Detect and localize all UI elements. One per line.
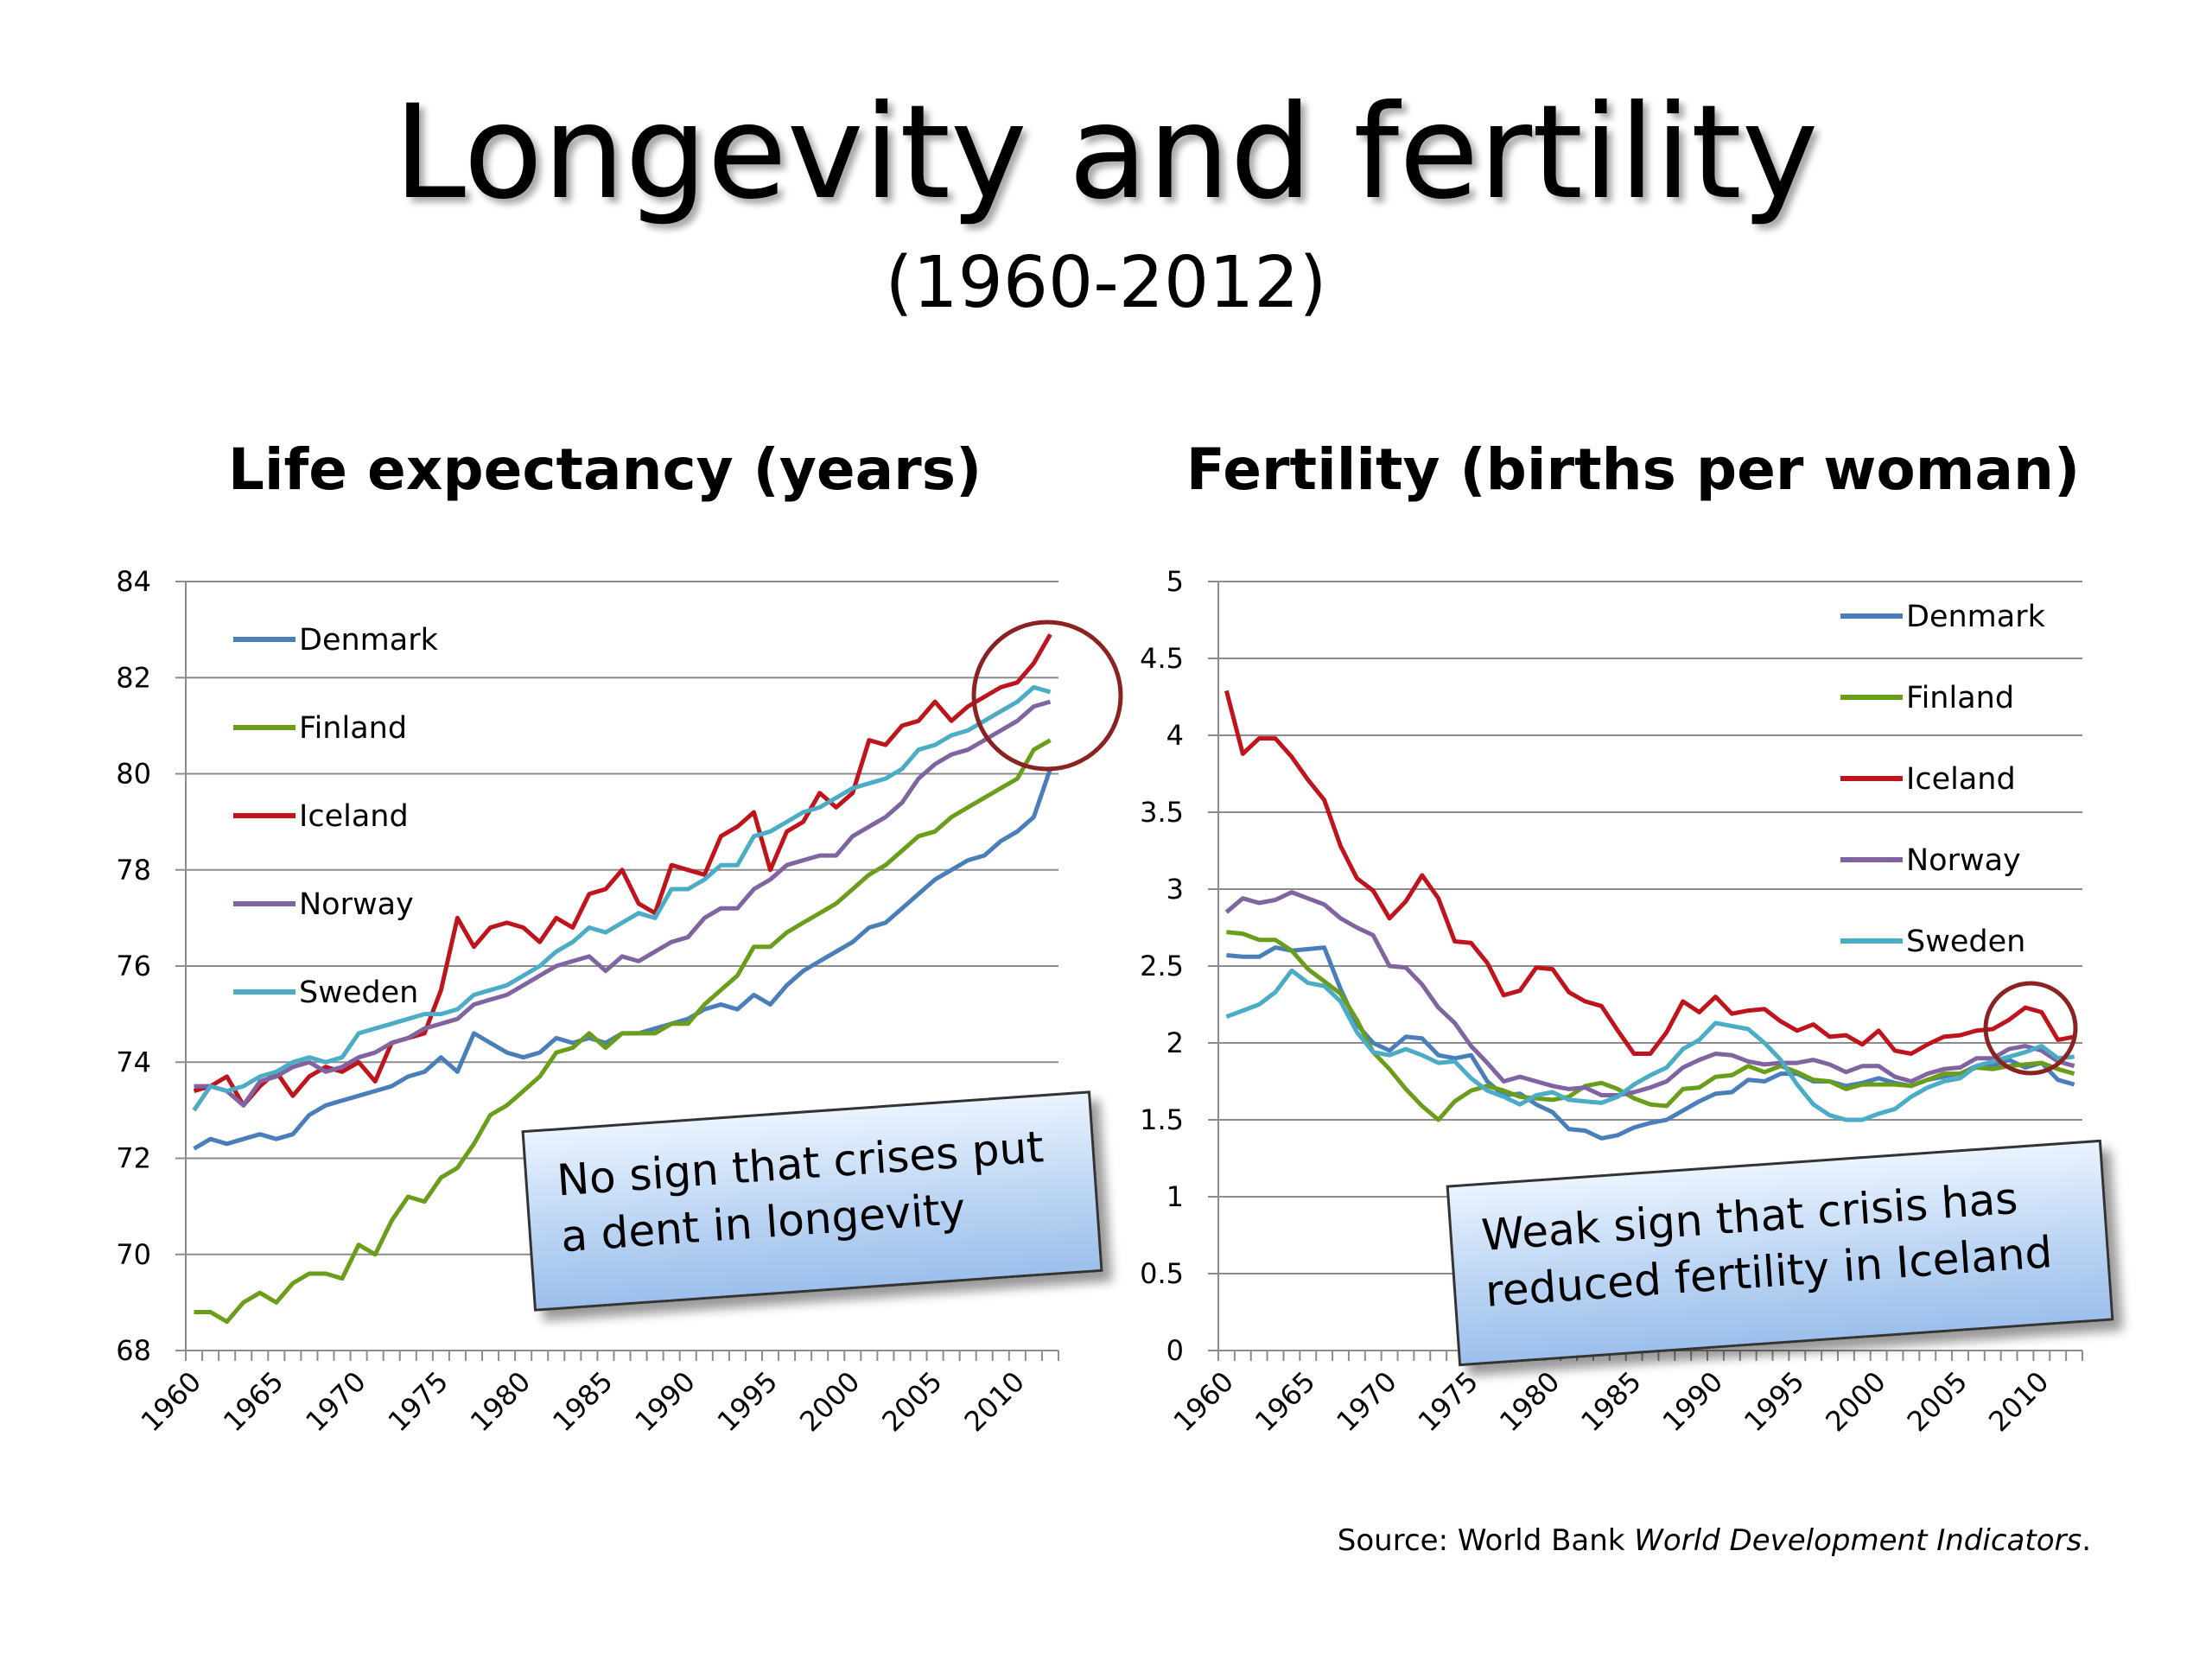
x-tick-label: 1995 [1738, 1365, 1810, 1438]
x-tick-label: 1980 [1493, 1365, 1566, 1438]
legend-label-denmark: Denmark [1906, 600, 2046, 634]
y-tick-label: 1 [1166, 1180, 1184, 1213]
life-expectancy-chart-title: Life expectancy (years) [227, 436, 982, 503]
x-tick-label: 2010 [958, 1365, 1031, 1438]
slide-title: Longevity and fertility [393, 78, 1819, 228]
x-tick-label: 1960 [135, 1365, 207, 1438]
x-tick-label: 1960 [1167, 1365, 1240, 1438]
y-tick-label: 76 [116, 950, 151, 982]
x-tick-label: 1990 [1656, 1365, 1729, 1438]
y-tick-label: 4.5 [1140, 642, 1184, 675]
legend-label-iceland: Iceland [299, 799, 409, 834]
y-tick-label: 1.5 [1140, 1103, 1184, 1136]
x-tick-label: 2000 [1819, 1365, 1891, 1438]
x-tick-label: 1990 [628, 1365, 701, 1438]
y-tick-label: 84 [116, 565, 151, 598]
legend-label-finland: Finland [1906, 681, 2014, 715]
y-tick-label: 5 [1166, 565, 1184, 598]
y-tick-label: 0 [1166, 1334, 1184, 1367]
y-tick-label: 70 [116, 1238, 151, 1271]
fertility-chart-title: Fertility (births per woman) [1185, 436, 2081, 503]
x-tick-label: 1975 [1412, 1365, 1484, 1438]
y-tick-label: 2.5 [1140, 950, 1184, 982]
y-tick-label: 72 [116, 1142, 151, 1175]
x-tick-label: 1965 [1249, 1365, 1321, 1438]
series-line-norway [194, 699, 1052, 1108]
legend-label-iceland: Iceland [1906, 762, 2016, 797]
x-tick-label: 2005 [1901, 1365, 1974, 1438]
series-line-iceland [1224, 690, 2075, 1056]
y-tick-label: 4 [1166, 719, 1184, 752]
x-tick-label: 1965 [217, 1365, 289, 1438]
y-tick-label: 2 [1166, 1027, 1184, 1059]
y-tick-label: 78 [116, 854, 151, 887]
source-note: Source: World Bank World Development Ind… [1338, 1523, 2091, 1558]
series-line-sweden [192, 684, 1052, 1112]
x-tick-label: 1975 [382, 1365, 454, 1438]
x-tick-label: 2000 [793, 1365, 866, 1438]
x-tick-label: 1985 [1574, 1365, 1647, 1438]
series-line-norway [1224, 890, 2075, 1097]
y-tick-label: 74 [116, 1046, 151, 1078]
legend-label-sweden: Sweden [1906, 925, 2025, 959]
highlight-circle [971, 620, 1123, 772]
y-tick-label: 68 [116, 1334, 151, 1367]
x-tick-label: 1995 [711, 1365, 784, 1438]
y-tick-label: 3.5 [1140, 796, 1184, 829]
legend-label-denmark: Denmark [299, 623, 439, 658]
legend-label-norway: Norway [1906, 843, 2021, 878]
source-suffix: . [2082, 1523, 2091, 1558]
series-line-finland [194, 738, 1052, 1325]
x-tick-label: 1980 [464, 1365, 537, 1438]
y-tick-label: 82 [116, 661, 151, 694]
x-tick-label: 1985 [546, 1365, 619, 1438]
series-line-sweden [1225, 968, 2075, 1122]
source-italic: World Development Indicators [1634, 1523, 2082, 1558]
legend-label-sweden: Sweden [299, 976, 418, 1010]
legend-label-finland: Finland [299, 711, 407, 746]
y-tick-label: 3 [1166, 873, 1184, 906]
x-tick-label: 2010 [1982, 1365, 2055, 1438]
highlight-circle [1983, 981, 2078, 1076]
source-prefix: Source: World Bank [1337, 1523, 1635, 1558]
x-tick-label: 1970 [1330, 1365, 1402, 1438]
y-tick-label: 0.5 [1140, 1257, 1184, 1290]
slide-subtitle: (1960-2012) [885, 242, 1327, 324]
x-tick-label: 1970 [299, 1365, 372, 1438]
series-line-finland [1226, 930, 2075, 1122]
x-tick-label: 2005 [875, 1365, 948, 1438]
y-tick-label: 80 [116, 758, 151, 791]
legend-label-norway: Norway [299, 887, 414, 922]
